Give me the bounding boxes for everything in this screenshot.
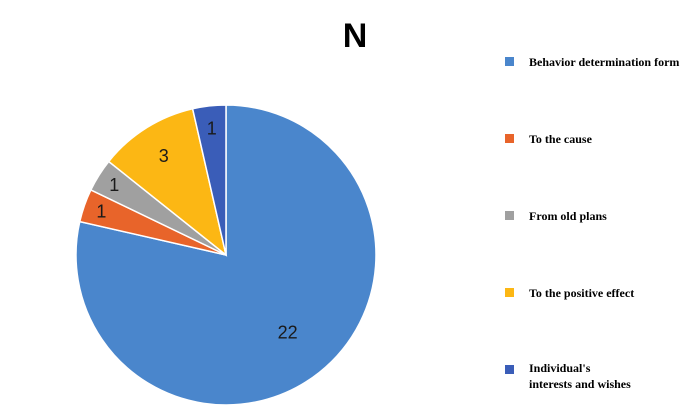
legend-label: To the cause <box>529 132 593 146</box>
data-label-to-the-cause: 1 <box>96 201 106 221</box>
legend-label: From old plans <box>529 209 607 223</box>
legend-item-from-old-plans: From old plans <box>505 209 607 223</box>
pie-slices <box>75 104 377 406</box>
data-label-individuals-interests-and-wishes: 1 <box>207 118 217 138</box>
legend-item-to-the-positive-effect: To the positive effect <box>505 286 634 300</box>
data-label-behavior-determination-form: 22 <box>278 322 298 342</box>
data-label-from-old-plans: 1 <box>109 175 119 195</box>
legend-swatch <box>505 134 514 143</box>
legend-swatch <box>505 211 514 220</box>
legend: Behavior determination form To the cause F… <box>505 55 679 391</box>
legend-item-individuals-interests-and-wishes: Individual's interests and wishes <box>505 361 631 391</box>
pie-slice-individuals-interests-and-wishes <box>191 104 227 256</box>
legend-label: Behavior determination form <box>529 55 679 69</box>
legend-item-to-the-cause: To the cause <box>505 132 593 146</box>
legend-label: interests and wishes <box>529 377 631 391</box>
legend-label: To the positive effect <box>529 286 634 300</box>
data-label-to-the-positive-effect: 3 <box>159 146 169 166</box>
chart-title: N <box>343 17 368 55</box>
legend-swatch <box>505 57 514 66</box>
legend-swatch <box>505 288 514 297</box>
legend-item-behavior-determination-form: Behavior determination form <box>505 55 679 69</box>
pie-slice-to-the-positive-effect <box>107 107 228 257</box>
legend-swatch <box>505 365 514 374</box>
legend-label: Individual's <box>529 361 591 375</box>
